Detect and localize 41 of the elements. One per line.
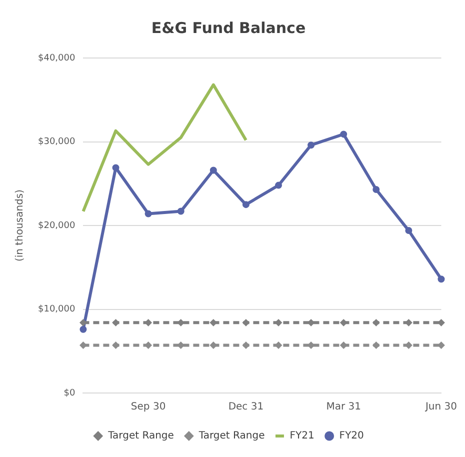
x-tick-label: Mar 31 — [326, 402, 361, 413]
x-tick-label: Jun 30 — [424, 402, 457, 413]
point — [177, 208, 184, 215]
point — [242, 319, 250, 326]
point — [112, 164, 120, 172]
y-tick-label: $10,000 — [38, 304, 76, 315]
point — [275, 342, 282, 349]
y-tick-label: $0 — [64, 388, 76, 398]
y-tick-label: $20,000 — [38, 220, 76, 231]
point — [210, 319, 217, 326]
point — [372, 319, 380, 326]
point — [242, 342, 250, 349]
x-tick-label: Dec 31 — [228, 402, 264, 413]
legend-label: FY20 — [339, 430, 364, 442]
y-tick-label: $40,000 — [38, 53, 76, 64]
legend-label: FY21 — [290, 430, 314, 442]
point — [438, 342, 445, 349]
point — [438, 276, 445, 283]
point — [438, 319, 445, 326]
point — [210, 342, 217, 349]
point — [112, 342, 120, 349]
point — [275, 182, 282, 189]
x-tick-label: Sep 30 — [130, 402, 166, 413]
point — [372, 342, 380, 349]
y-tick-label: $30,000 — [38, 137, 76, 148]
point — [144, 210, 152, 218]
point — [112, 319, 120, 326]
point — [405, 227, 412, 234]
point — [210, 166, 217, 174]
y-axis-title: (in thousands) — [14, 189, 26, 262]
point — [308, 142, 315, 149]
point — [405, 319, 412, 326]
legend-label: Target Range — [198, 430, 265, 442]
point — [242, 201, 250, 208]
point — [80, 326, 87, 333]
point — [340, 130, 348, 138]
point — [405, 342, 412, 349]
legend-label: Target Range — [107, 430, 174, 442]
chart-title: E&G Fund Balance — [151, 18, 306, 37]
point — [275, 319, 282, 326]
point — [372, 186, 380, 193]
